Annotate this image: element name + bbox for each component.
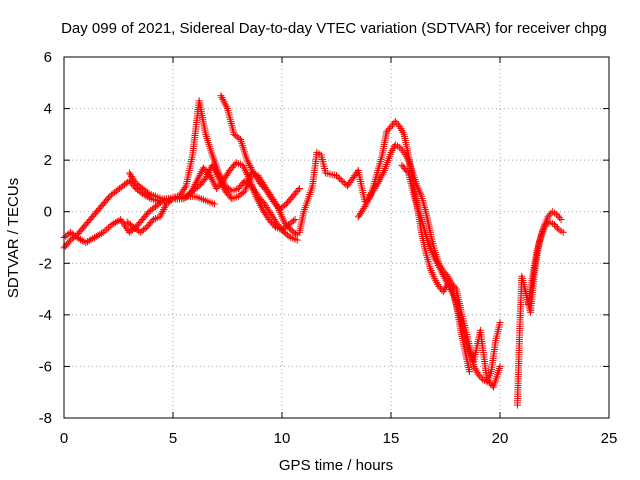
data-point — [383, 128, 391, 136]
data-point — [554, 212, 562, 220]
y-tick-label: -8 — [39, 410, 52, 427]
x-axis-label: GPS time / hours — [279, 457, 393, 474]
data-point — [103, 225, 111, 233]
grid-lines — [64, 57, 609, 418]
data-point — [141, 224, 149, 232]
data-point — [339, 178, 347, 186]
data-point — [545, 211, 553, 219]
data-point — [403, 167, 411, 175]
y-tick-label: 0 — [44, 204, 52, 221]
data-points — [60, 92, 567, 409]
data-point — [336, 175, 344, 183]
data-point — [156, 199, 164, 207]
data-point — [333, 172, 340, 180]
x-tick-label: 10 — [274, 430, 291, 447]
series-sat-i — [524, 218, 567, 309]
data-point — [496, 362, 504, 370]
series-sat-d — [123, 161, 301, 239]
data-point — [194, 183, 202, 191]
data-point — [285, 224, 293, 232]
data-point — [391, 117, 399, 125]
data-point — [557, 215, 565, 223]
series-sat-b — [60, 97, 301, 247]
data-point — [104, 194, 112, 202]
y-tick-label: -2 — [39, 255, 52, 272]
data-point — [397, 145, 405, 153]
data-point — [279, 227, 287, 235]
data-point — [476, 372, 484, 380]
data-point — [465, 368, 473, 376]
data-point — [144, 209, 152, 217]
x-tick-label: 15 — [383, 430, 400, 447]
data-point — [65, 238, 73, 246]
data-point — [553, 224, 561, 232]
x-axis-ticks: 0 5 10 15 20 25 — [60, 57, 618, 447]
series-sat-e — [295, 117, 473, 376]
data-point — [496, 319, 504, 327]
data-point — [294, 186, 302, 194]
x-tick-label: 0 — [60, 430, 68, 447]
y-tick-label: 2 — [44, 152, 52, 169]
data-point — [373, 181, 381, 189]
data-point — [295, 185, 303, 193]
data-point — [559, 228, 567, 236]
y-axis-ticks: -8 -6 -4 -2 0 2 4 6 — [39, 49, 609, 427]
data-point — [281, 201, 289, 209]
data-point — [474, 370, 482, 378]
data-point — [553, 210, 561, 218]
data-point — [386, 124, 394, 132]
data-point — [477, 374, 485, 382]
x-tick-label: 25 — [601, 430, 618, 447]
data-point — [334, 173, 342, 181]
data-point — [143, 188, 151, 196]
data-point — [384, 126, 392, 134]
y-tick-label: 4 — [44, 101, 52, 118]
plot-frame — [63, 56, 610, 419]
y-tick-label: 6 — [44, 49, 52, 66]
chart-title: Day 099 of 2021, Sidereal Day-to-day VTE… — [61, 20, 607, 37]
data-point — [285, 232, 293, 240]
y-axis-label: SDTVAR / TECUs — [5, 178, 22, 298]
data-point — [552, 222, 560, 230]
data-point — [289, 217, 297, 225]
data-point — [387, 123, 395, 131]
data-point — [210, 200, 218, 208]
data-point — [104, 224, 112, 232]
series-sat-c — [125, 92, 303, 213]
data-point — [101, 227, 109, 235]
y-tick-label: -4 — [39, 307, 52, 324]
data-point — [181, 184, 189, 192]
data-point — [394, 121, 402, 129]
series-sat-g — [398, 161, 504, 391]
x-tick-label: 20 — [492, 430, 509, 447]
data-point — [393, 119, 401, 127]
data-point — [99, 228, 107, 236]
data-point — [544, 213, 552, 221]
data-point — [556, 214, 564, 222]
data-point — [360, 204, 368, 212]
data-point — [167, 196, 175, 204]
data-point — [435, 282, 443, 290]
data-point — [115, 216, 123, 224]
data-point — [551, 221, 558, 229]
data-point — [337, 176, 345, 184]
y-tick-label: -6 — [39, 358, 52, 375]
data-point — [399, 147, 407, 155]
data-point — [396, 143, 404, 151]
data-point — [292, 230, 300, 238]
data-point — [291, 215, 299, 223]
data-point — [273, 201, 281, 209]
x-tick-label: 5 — [169, 430, 177, 447]
